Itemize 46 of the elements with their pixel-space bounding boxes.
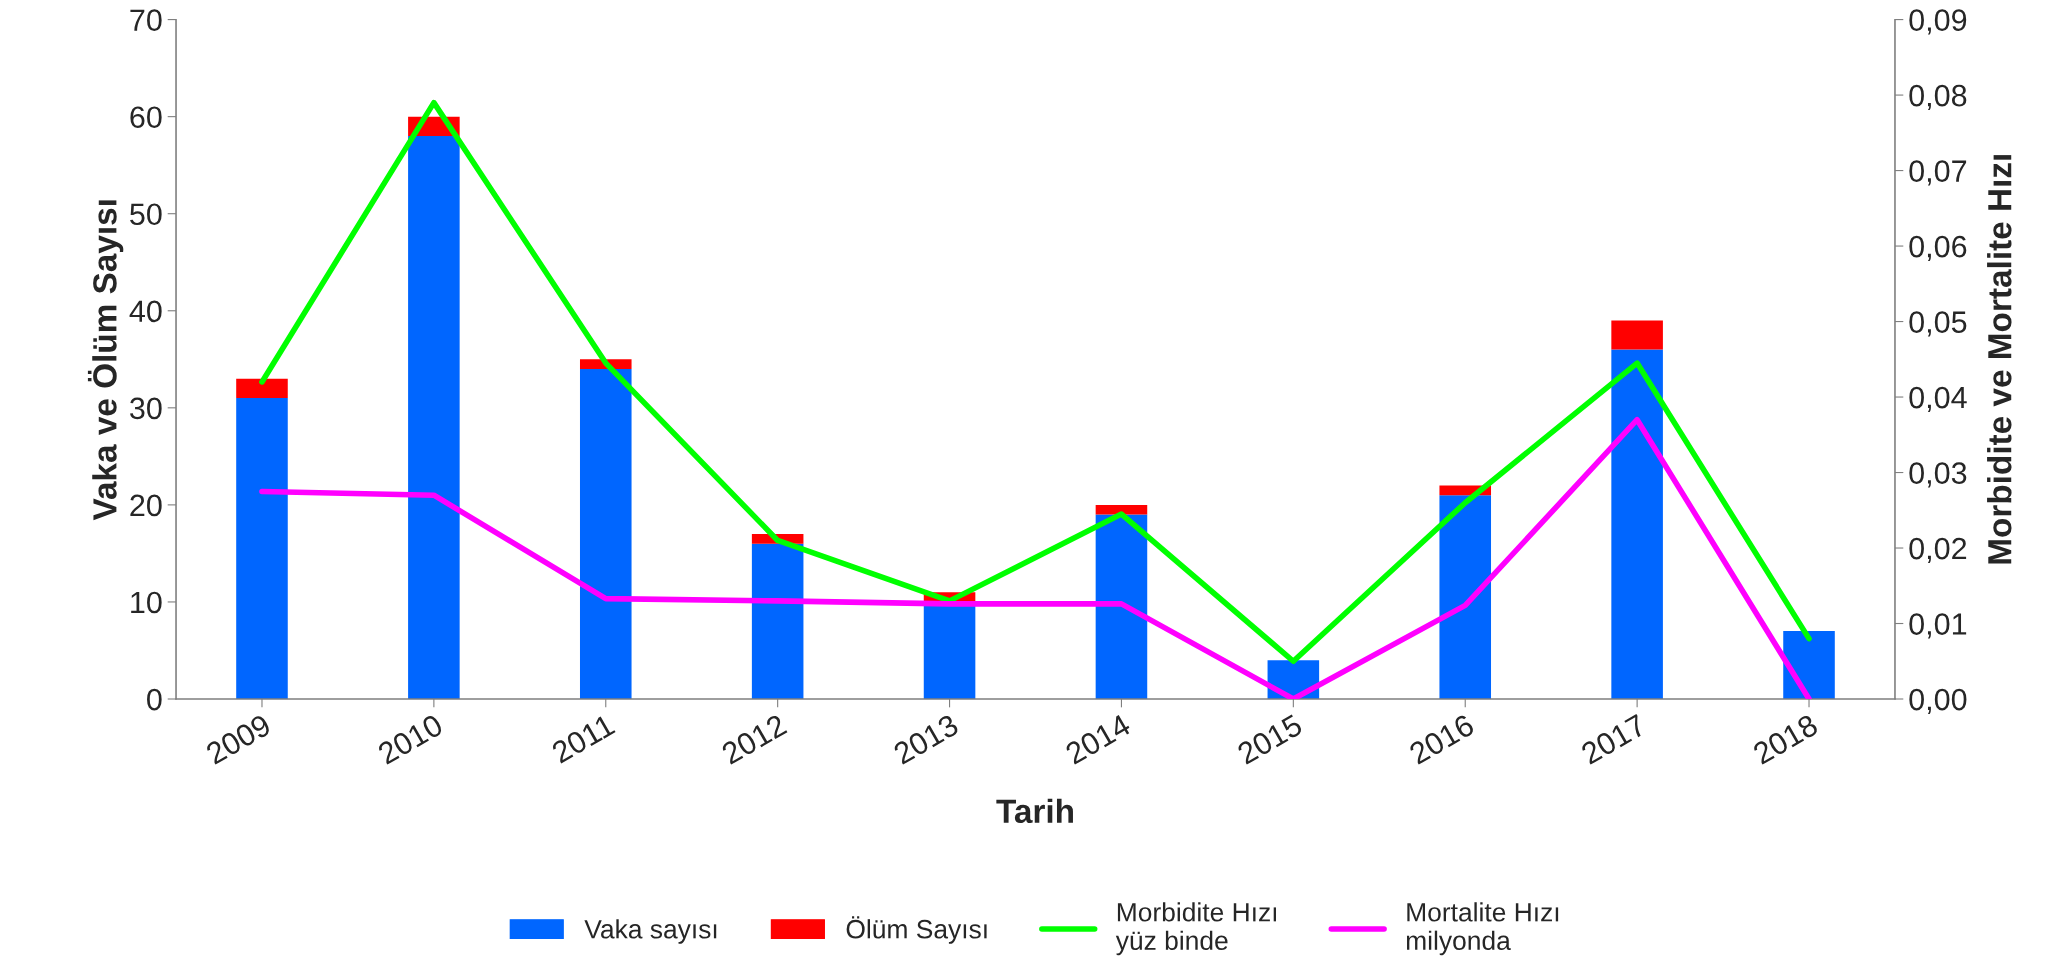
y2-tick-label: 0,07 [1909,160,1967,186]
legend-label: Ölüm Sayısı [846,916,987,944]
y2-tick-label: 0,01 [1909,613,1967,639]
x-tick-label: 2011 [550,713,616,764]
y2-tick-label: 0,03 [1909,462,1967,488]
x-tick-label: 2012 [720,713,788,765]
bar [1095,514,1148,700]
y2-tick-label: 0,05 [1909,311,1967,337]
x-tick-label: 2015 [1236,713,1304,765]
x-tick-label: 2018 [1751,713,1820,765]
legend-label: Mortalite Hızı milyonda [1406,902,1559,956]
legend-label: Vaka sayısı [584,919,717,944]
bar [1783,631,1835,700]
y2-axis-title: Morbidite ve Mortalite Hızı [1987,155,2012,564]
y-tick-label: 70 [130,9,162,31]
y-tick-label: 0 [147,688,162,711]
bar [579,369,632,700]
x-tick-label: 2013 [892,713,960,765]
legend-label: Morbidite Hızı yüz binde [1115,902,1277,956]
y-tick-label: 60 [130,106,162,129]
y-tick-label: 30 [130,397,162,420]
y2-tick-label: 0,09 [1909,9,1967,35]
y2-tick-label: 0,08 [1909,84,1967,111]
y-axis-title: Vaka ve Ölüm Sayısı [87,200,124,521]
x-tick-label: 2014 [1064,713,1132,765]
y2-tick-label: 0,06 [1909,235,1967,262]
bar [408,136,460,700]
y-tick-label: 40 [129,300,162,323]
bar [1611,320,1663,350]
y-tick-label: 20 [130,494,162,517]
bar [1611,349,1663,700]
y2-tick-label: 0,04 [1909,386,1967,413]
y2-tick-label: 0,02 [1909,537,1967,563]
bar [1095,504,1148,515]
x-tick-label: 2016 [1408,713,1476,765]
x-tick-label: 2017 [1580,713,1648,765]
y-tick-label: 50 [130,203,162,226]
bar [236,398,288,700]
bar [236,378,288,399]
x-tick-label: 2009 [204,713,272,765]
y-tick-label: 10 [131,591,162,614]
bar [1439,495,1492,700]
x-tick-label: 2010 [376,713,445,765]
y2-tick-label: 0,00 [1909,688,1967,714]
bar [751,543,804,700]
x-axis-title: Tarih [996,798,1073,824]
